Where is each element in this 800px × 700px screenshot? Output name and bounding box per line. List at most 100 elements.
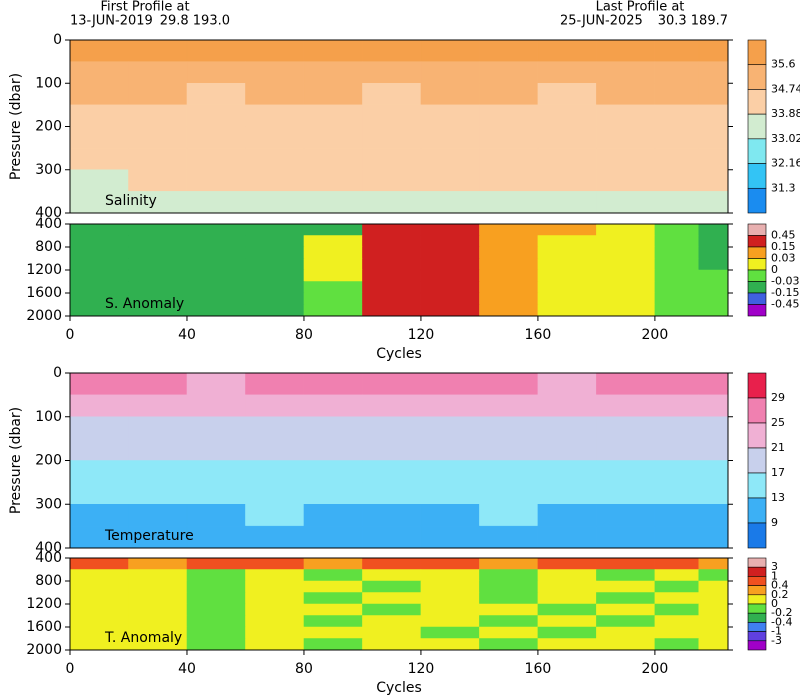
cell [654, 223, 700, 236]
cell [420, 638, 480, 651]
y-tick-label: 1200 [26, 596, 62, 612]
cell [596, 169, 656, 192]
cell [69, 482, 129, 505]
cell [128, 592, 188, 605]
cell [479, 281, 539, 294]
cell [479, 626, 539, 639]
cell [69, 104, 129, 127]
cell [186, 638, 246, 651]
cell [420, 292, 480, 305]
cell [654, 482, 700, 505]
colorbar-label: 29 [771, 391, 785, 404]
cell [479, 525, 539, 549]
cell [128, 281, 188, 294]
cell [537, 525, 597, 549]
cell [69, 83, 129, 106]
cell [479, 416, 539, 439]
y-tick-label: 300 [35, 162, 62, 178]
cell [698, 504, 729, 527]
colorbar-swatch [747, 576, 767, 586]
cell [69, 235, 129, 248]
cell [186, 504, 246, 527]
last-pos: 30.3 189.7 [658, 14, 728, 29]
cell [596, 258, 656, 271]
cell [186, 281, 246, 294]
cell [245, 482, 305, 505]
cell [245, 269, 305, 282]
cell [596, 603, 656, 616]
cell [479, 504, 539, 527]
colorbar-swatch [747, 497, 767, 524]
cell [69, 246, 129, 259]
cell [245, 292, 305, 305]
cell [362, 525, 422, 549]
cell [245, 104, 305, 127]
cell [698, 126, 729, 149]
cell [362, 372, 422, 396]
y-tick-label: 400 [35, 205, 62, 221]
cell [420, 394, 480, 417]
cell [128, 580, 188, 593]
cell [596, 592, 656, 605]
cell [654, 246, 700, 259]
cell [362, 258, 422, 271]
cell [128, 61, 188, 84]
cell [69, 394, 129, 417]
cell [303, 482, 363, 505]
cell [303, 569, 363, 582]
cell [69, 126, 129, 149]
y-tick-label: 100 [35, 75, 62, 91]
cell [186, 147, 246, 170]
cell [654, 269, 700, 282]
cell [654, 104, 700, 127]
cell [537, 394, 597, 417]
cell [654, 258, 700, 271]
cell [303, 258, 363, 271]
colorbar-label: -1 [771, 625, 782, 638]
x-axis-label: Cycles [376, 346, 422, 362]
cell [479, 223, 539, 236]
cell [362, 83, 422, 106]
cell [420, 281, 480, 294]
colorbar-swatch [747, 64, 767, 90]
cell [654, 292, 700, 305]
cell [186, 592, 246, 605]
cell [596, 615, 656, 628]
cell [362, 61, 422, 84]
cell [362, 460, 422, 483]
cell [537, 61, 597, 84]
cell [186, 438, 246, 461]
cell [698, 592, 729, 605]
cell [303, 525, 363, 549]
colorbar-swatch [747, 304, 767, 317]
cell [245, 191, 305, 214]
cell [128, 504, 188, 527]
cell [537, 638, 597, 651]
cell [537, 460, 597, 483]
colorbar-label: 13 [771, 491, 785, 504]
cell [362, 169, 422, 192]
cell [596, 246, 656, 259]
cell [537, 281, 597, 294]
cell [420, 104, 480, 127]
colorbar-label: -0.2 [771, 606, 792, 619]
cell [479, 235, 539, 248]
cell [537, 626, 597, 639]
cell [128, 603, 188, 616]
colorbar-swatch [747, 372, 767, 399]
y-tick-label: 100 [35, 409, 62, 425]
cell [303, 416, 363, 439]
cell [186, 191, 246, 214]
cell [537, 580, 597, 593]
colorbar-label: 0.15 [771, 240, 796, 253]
cell [420, 557, 480, 570]
cell [245, 416, 305, 439]
cell [303, 126, 363, 149]
cell [303, 246, 363, 259]
cell [654, 438, 700, 461]
cell [479, 126, 539, 149]
cell [479, 61, 539, 84]
cell [479, 169, 539, 192]
cell [596, 438, 656, 461]
cell [537, 169, 597, 192]
